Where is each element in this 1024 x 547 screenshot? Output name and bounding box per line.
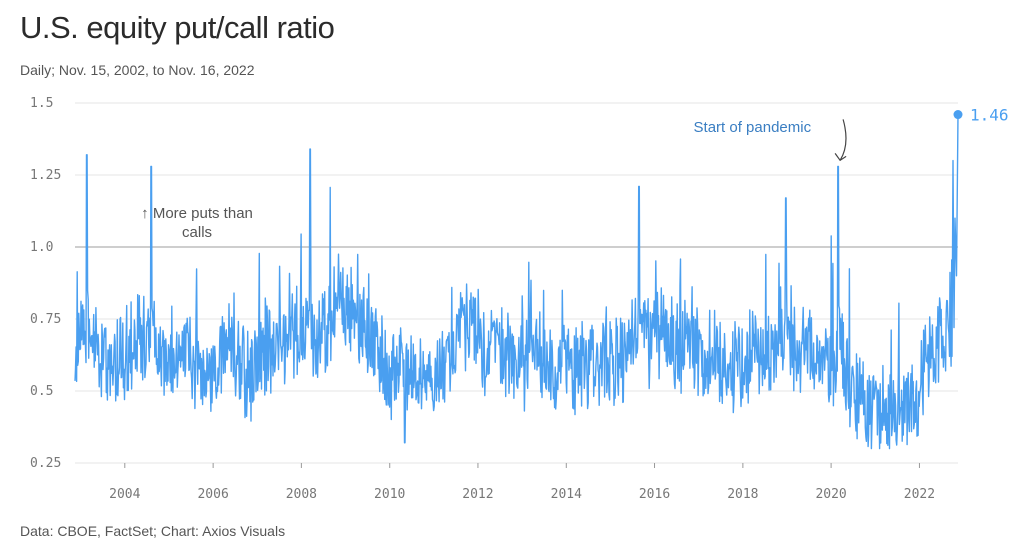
x-tick-label: 2020 — [815, 487, 846, 502]
chart-title: U.S. equity put/call ratio — [20, 10, 335, 45]
y-axis-ticks: 0.25 0.5 0.75 1.0 1.25 1.5 — [30, 96, 61, 471]
x-tick-label: 2004 — [109, 487, 140, 502]
series-line — [74, 114, 959, 450]
chart-source: Data: CBOE, FactSet; Chart: Axios Visual… — [20, 523, 286, 539]
x-tick-label: 2006 — [197, 487, 228, 502]
pandemic-annotation: Start of pandemic — [694, 119, 812, 136]
last-value-label: 1.46 — [970, 106, 1009, 125]
y-tick-label: 0.25 — [30, 456, 61, 471]
y-tick-label: 1.25 — [30, 168, 61, 183]
x-tick-label: 2008 — [286, 487, 317, 502]
x-tick-label: 2018 — [727, 487, 758, 502]
x-tick-label: 2016 — [639, 487, 670, 502]
grid-lines — [75, 102, 958, 464]
x-tick-label: 2022 — [904, 487, 935, 502]
pandemic-arrow-icon — [834, 119, 847, 162]
more-puts-annotation-line1: ↑ More puts than — [141, 205, 253, 222]
more-puts-annotation-line2: calls — [182, 224, 212, 241]
x-tick-label: 2014 — [551, 487, 582, 502]
chart-subtitle: Daily; Nov. 15, 2002, to Nov. 16, 2022 — [20, 62, 255, 78]
y-tick-label: 1.0 — [30, 240, 53, 255]
y-tick-label: 0.5 — [30, 384, 53, 399]
x-tick-label: 2010 — [374, 487, 405, 502]
x-tick-label: 2012 — [462, 487, 493, 502]
last-value-dot — [953, 110, 963, 120]
x-axis-ticks: 2004 2006 2008 2010 2012 2014 2016 2018 2020 2022 — [109, 463, 935, 502]
y-tick-label: 0.75 — [30, 312, 61, 327]
y-tick-label: 1.5 — [30, 96, 53, 111]
